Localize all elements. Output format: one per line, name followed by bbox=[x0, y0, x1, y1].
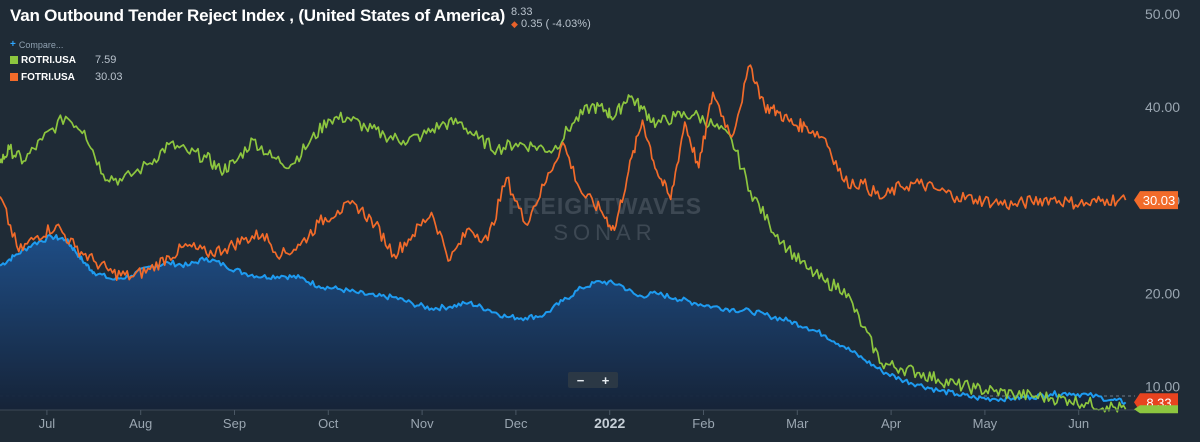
compare-label: Compare... bbox=[18, 39, 64, 50]
price-block: 8.33 ◆ 0.35 ( -4.03%) bbox=[511, 6, 591, 30]
legend-ticker: FOTRI.USA bbox=[21, 71, 75, 83]
legend-value: 7.59 bbox=[95, 54, 117, 66]
plus-icon: + bbox=[10, 39, 16, 50]
compare-button[interactable]: + Compare... bbox=[10, 39, 123, 50]
x-axis: Jul Aug Sep Oct Nov Dec 2022 Feb Mar Apr May Jun bbox=[0, 409, 1135, 431]
rotri-last-marker bbox=[1134, 405, 1178, 414]
series-area-van-outbound-tender-reject-index bbox=[0, 234, 1126, 410]
watermark-line2: SONAR bbox=[553, 220, 656, 245]
last-value-labels: 30.038.33 bbox=[1134, 191, 1178, 414]
zoom-in-button[interactable]: + bbox=[601, 372, 610, 388]
x-tick-label: Jun bbox=[1068, 416, 1089, 431]
zoom-out-button[interactable]: − bbox=[576, 372, 585, 388]
y-tick-label: 40.00 bbox=[1145, 99, 1180, 115]
fotri-swatch bbox=[10, 73, 18, 81]
last-value: 8.33 bbox=[511, 6, 533, 18]
down-diamond-icon: ◆ bbox=[511, 19, 518, 29]
legend: + Compare... ROTRI.USA 7.59 FOTRI.USA 30… bbox=[10, 39, 123, 84]
legend-item-fotri[interactable]: FOTRI.USA 30.03 bbox=[10, 70, 123, 84]
x-tick-label: Oct bbox=[318, 416, 339, 431]
change-text: 0.35 ( -4.03%) bbox=[521, 18, 591, 30]
x-tick-label: Apr bbox=[881, 416, 902, 431]
chart-title: Van Outbound Tender Reject Index , (Unit… bbox=[10, 6, 506, 25]
x-tick-label: Dec bbox=[504, 416, 528, 431]
x-tick-label: Sep bbox=[223, 416, 246, 431]
last-value-badge bbox=[1134, 191, 1178, 210]
y-tick-label: 10.00 bbox=[1145, 379, 1180, 395]
y-tick-label: 20.00 bbox=[1145, 286, 1180, 302]
y-tick-label: 50.00 bbox=[1145, 6, 1180, 22]
x-tick-label: Nov bbox=[411, 416, 435, 431]
series-line-van-outbound-tender-reject-index bbox=[0, 233, 1127, 405]
freightwaves-sonar-watermark: FREIGHTWAVES SONAR bbox=[508, 193, 702, 245]
rotri-swatch bbox=[10, 56, 18, 64]
x-tick-label: Mar bbox=[786, 416, 809, 431]
legend-item-rotri[interactable]: ROTRI.USA 7.59 bbox=[10, 53, 123, 67]
watermark-line1: FREIGHTWAVES bbox=[508, 193, 702, 219]
x-tick-label: 2022 bbox=[594, 415, 625, 431]
legend-ticker: ROTRI.USA bbox=[21, 54, 76, 66]
x-tick-label: May bbox=[973, 416, 998, 431]
price-change: ◆ 0.35 ( -4.03%) bbox=[511, 18, 591, 30]
zoom-controls: − + bbox=[568, 372, 618, 388]
series-line-fotri-usa bbox=[0, 64, 1127, 282]
chart-header: Van Outbound Tender Reject Index , (Unit… bbox=[10, 6, 591, 30]
last-value-badge-text: 30.03 bbox=[1143, 193, 1176, 208]
series-line-rotri-usa bbox=[0, 94, 1127, 413]
x-tick-label: Jul bbox=[39, 416, 56, 431]
x-tick-label: Feb bbox=[692, 416, 714, 431]
legend-value: 30.03 bbox=[95, 71, 123, 83]
series-layer bbox=[0, 64, 1127, 413]
x-tick-label: Aug bbox=[129, 416, 152, 431]
